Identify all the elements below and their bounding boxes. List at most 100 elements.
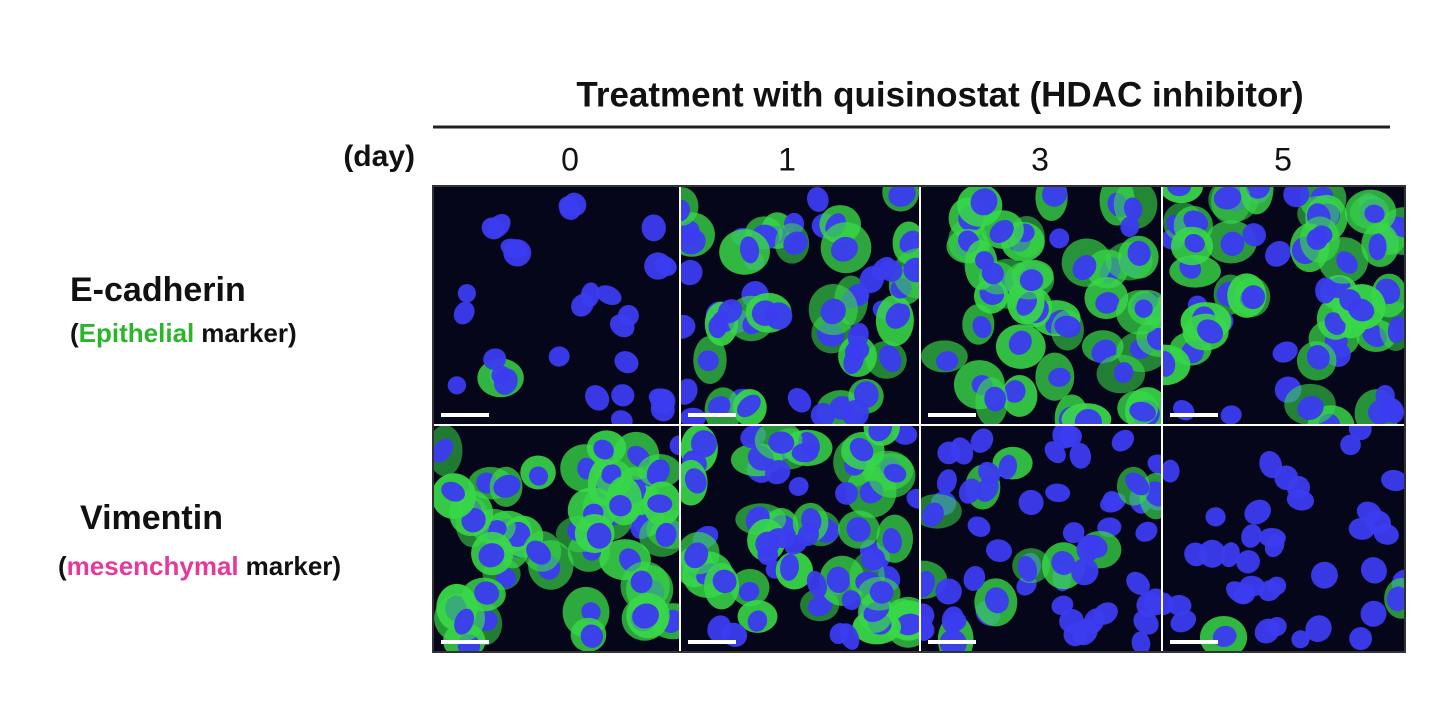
row-note: (mesenchymal marker) — [58, 551, 341, 581]
micrograph — [680, 425, 920, 652]
nucleus — [1004, 380, 1026, 403]
nucleus — [712, 569, 737, 594]
nucleus — [950, 437, 974, 465]
nucleus — [1095, 292, 1120, 314]
paren: ( — [70, 318, 79, 348]
nucleus — [684, 542, 709, 569]
nucleus — [846, 517, 871, 542]
nucleus — [963, 565, 986, 591]
nucleus — [680, 259, 703, 286]
nucleus — [780, 553, 799, 581]
micrograph — [920, 186, 1162, 425]
nucleus — [1076, 534, 1102, 562]
nucleus — [984, 386, 1006, 412]
scale-bar — [688, 413, 736, 417]
nucleus — [903, 257, 920, 283]
nucleus — [806, 570, 827, 598]
nucleus — [739, 236, 760, 264]
nucleus — [936, 469, 957, 495]
nucleus — [1242, 223, 1267, 247]
nucleus — [1274, 465, 1299, 491]
nucleus — [1054, 315, 1081, 338]
day-number: 5 — [1274, 141, 1292, 177]
paren: ( — [58, 551, 67, 581]
nucleus — [646, 459, 670, 486]
nucleus — [1348, 425, 1372, 441]
nucleus — [768, 431, 795, 454]
nucleus — [1212, 625, 1237, 648]
nucleus — [920, 570, 935, 598]
nucleus — [820, 298, 846, 325]
nucleus — [1071, 557, 1099, 586]
nucleus — [585, 385, 610, 411]
nucleus — [839, 623, 860, 650]
nucleus — [1146, 327, 1162, 351]
nucleus — [680, 228, 706, 255]
nucleus — [503, 239, 532, 267]
nucleus — [447, 376, 467, 395]
nucleus — [1017, 555, 1038, 582]
nucleus — [807, 595, 833, 617]
nucleus — [869, 581, 894, 604]
nucleus — [1220, 231, 1245, 256]
nucleus — [868, 425, 893, 442]
nucleus — [680, 314, 696, 339]
nucleus — [835, 482, 858, 505]
nucleus — [860, 547, 886, 571]
nucleus — [1135, 521, 1158, 542]
nucleus — [986, 539, 1013, 562]
nucleus — [1147, 454, 1162, 476]
nucleus — [1272, 341, 1298, 363]
micrograph — [433, 186, 680, 425]
micrograph-grid — [432, 185, 1406, 653]
nucleus — [526, 540, 551, 565]
scale-bar — [1170, 640, 1218, 644]
nucleus — [1241, 285, 1266, 310]
day-number: 0 — [561, 141, 579, 177]
nucleus — [1042, 186, 1068, 207]
nucleus — [647, 494, 673, 513]
nucleus — [998, 454, 1018, 480]
nucleus — [888, 186, 916, 207]
nucleus — [1386, 586, 1405, 612]
nucleus — [617, 305, 639, 327]
nucleus — [788, 477, 809, 497]
day-number: 3 — [1031, 141, 1049, 177]
nucleus — [1120, 216, 1140, 237]
nucleus — [899, 230, 920, 254]
nucleus — [1324, 312, 1346, 335]
nucleus — [1254, 618, 1280, 644]
nucleus — [958, 478, 982, 504]
nucleus — [1049, 228, 1070, 249]
grid-border — [432, 185, 1406, 653]
nucleus — [454, 608, 475, 635]
micrograph — [433, 425, 680, 652]
note-tail: marker) — [246, 551, 341, 581]
nucleus — [879, 259, 903, 282]
nucleus — [1220, 542, 1240, 568]
nucleus — [1170, 610, 1197, 633]
nucleus — [1048, 367, 1071, 387]
nucleus — [650, 388, 676, 415]
nucleus — [1074, 408, 1102, 425]
nucleus — [767, 528, 796, 549]
nucleus — [596, 285, 622, 306]
nucleus — [1126, 571, 1150, 595]
nucleus — [826, 566, 851, 594]
nucleus — [481, 217, 505, 240]
nucleus — [717, 299, 743, 324]
nucleus — [970, 188, 998, 216]
day-number: 1 — [778, 141, 796, 177]
nucleus — [441, 481, 465, 502]
nucleus — [921, 502, 944, 527]
nucleus — [609, 495, 632, 517]
nucleus — [493, 474, 521, 498]
nucleus — [1144, 481, 1162, 507]
nucleus — [810, 402, 836, 425]
nucleus — [1360, 600, 1387, 627]
nucleus — [1136, 591, 1162, 618]
nucleus — [1380, 401, 1403, 423]
scale-bar — [928, 413, 976, 417]
nucleus — [1102, 490, 1123, 512]
nucleus — [655, 522, 677, 547]
